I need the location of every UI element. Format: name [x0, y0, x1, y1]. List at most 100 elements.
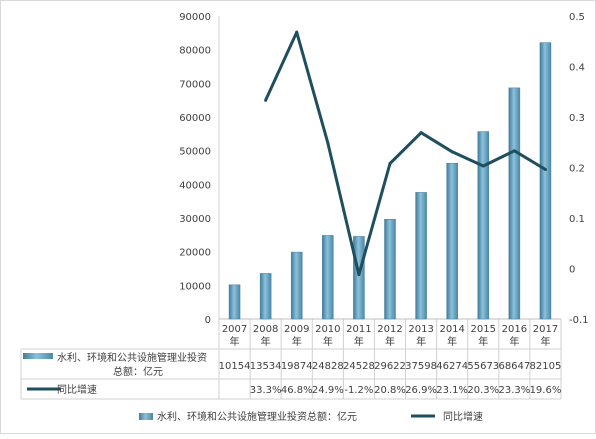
line-series: [264, 30, 547, 277]
category-label: 2009 年: [284, 324, 309, 348]
line-point: [543, 168, 547, 172]
table-value-line: 46.8%: [281, 385, 313, 396]
category-label-line: 年: [292, 335, 302, 348]
y-left-tick-label: 80000: [179, 46, 211, 57]
table-row-label: 同比增速: [57, 383, 97, 396]
table-value-line: 20.3%: [467, 385, 499, 396]
category-label-line: 2016: [502, 324, 527, 335]
category-label: 2008 年: [253, 324, 278, 348]
table-value-bar: 55673: [467, 361, 499, 372]
line-point: [450, 150, 454, 154]
y-right-tick-label: 0.1: [569, 214, 585, 225]
table-value-line: 19.6%: [530, 385, 562, 396]
table-row-label-line: 总额：亿元: [113, 365, 163, 378]
bar: [228, 284, 241, 320]
table-value-bar: 19874: [281, 361, 313, 372]
table-value-line: 23.3%: [498, 385, 530, 396]
table-bar-key: [23, 353, 53, 359]
category-label-line: 2008: [253, 324, 278, 335]
category-label: 2014 年: [439, 324, 464, 348]
table-value-line: 24.9%: [312, 385, 344, 396]
category-label-line: 2009: [284, 324, 309, 335]
legend: 水利、环境和公共设施管理业投资总额：亿元 同比增速: [139, 410, 483, 423]
y-right-tick-label: 0.2: [569, 164, 585, 175]
table-value-bar: 24828: [312, 361, 344, 372]
category-label: 2017 年: [533, 324, 558, 348]
table-value-bar: 82105: [530, 361, 562, 372]
y-left-tick-label: 10000: [179, 281, 211, 292]
table-row-label-line: 水利、环境和公共设施管理业投资: [57, 351, 207, 364]
table-value-bar: 24528: [343, 361, 375, 372]
bar: [322, 235, 334, 320]
category-label-line: 年: [354, 335, 364, 348]
category-label-line: 2012: [377, 324, 402, 335]
table-value-line: 23.1%: [436, 385, 468, 396]
growth-line: [264, 30, 547, 277]
category-label-line: 2013: [408, 324, 433, 335]
y-right-tick-label: 0.3: [569, 113, 585, 124]
category-label: 2010 年: [315, 324, 340, 348]
y-left-tick-label: 50000: [179, 147, 211, 158]
line-point: [357, 273, 361, 277]
line-point: [295, 30, 299, 34]
category-label-line: 年: [509, 335, 519, 348]
category-label-line: 2007: [222, 324, 247, 335]
bar: [539, 42, 552, 320]
table-value-line: 26.9%: [405, 385, 437, 396]
table-row-label: 水利、环境和公共设施管理业投资总额：亿元: [57, 351, 207, 378]
category-label-line: 年: [385, 335, 395, 348]
bar: [353, 236, 365, 320]
category-label: 2015 年: [471, 324, 496, 348]
table-value-bar: 29622: [374, 361, 406, 372]
y-right-tick-label: 0: [569, 265, 575, 276]
y-right-tick-label: 0.5: [569, 12, 585, 23]
y-left-tick-label: 40000: [179, 180, 211, 191]
legend-label: 水利、环境和公共设施管理业投资总额：亿元: [157, 410, 357, 423]
line-point: [419, 131, 423, 135]
table-value-bar: 46274: [436, 361, 468, 372]
category-label: 2011 年: [346, 324, 371, 348]
line-point: [388, 161, 392, 165]
y-left-tick-label: 0: [205, 315, 211, 326]
bar: [446, 162, 458, 320]
y-left-tick-label: 30000: [179, 214, 211, 225]
category-label-line: 年: [261, 335, 271, 348]
y-left-tick-label: 20000: [179, 248, 211, 259]
y-left-tick-label: 60000: [179, 113, 211, 124]
bar: [290, 251, 303, 320]
category-label-line: 年: [416, 335, 426, 348]
line-point: [512, 149, 516, 153]
y-right-tick-label: -0.1: [569, 315, 589, 326]
category-label-line: 2017: [533, 324, 558, 335]
category-label-line: 2010: [315, 324, 340, 335]
bar-series: [228, 42, 552, 320]
legend-bar-key: [139, 413, 153, 420]
table-value-line: 20.8%: [374, 385, 406, 396]
y-left-tick-label: 70000: [179, 79, 211, 90]
category-label-line: 2011: [346, 324, 371, 335]
table-value-bar: 68647: [498, 361, 530, 372]
bar: [384, 219, 396, 320]
bar: [477, 131, 490, 320]
line-point: [264, 98, 268, 102]
category-label: 2016 年: [502, 324, 527, 348]
table-value-line: 33.3%: [250, 385, 282, 396]
category-label-line: 年: [478, 335, 488, 348]
bar: [259, 273, 272, 320]
y-axis-left: 0 10000 20000 30000 40000 50000 60000 70000 8000…: [179, 12, 211, 326]
category-label-line: 2015: [471, 324, 496, 335]
category-label-line: 年: [323, 335, 333, 348]
category-label-line: 年: [540, 335, 550, 348]
y-axis-right: -0.1 0 0.1 0.2 0.3 0.4 0.5: [569, 12, 589, 326]
table-value-bar: 37598: [405, 361, 437, 372]
table-value-line: -1.2%: [344, 385, 373, 396]
table-value-bar: 13534: [250, 361, 282, 372]
category-label-line: 年: [447, 335, 457, 348]
line-point: [481, 164, 485, 168]
category-label: 2012 年: [377, 324, 402, 348]
line-point: [326, 141, 330, 145]
gridlines: [20, 16, 562, 400]
